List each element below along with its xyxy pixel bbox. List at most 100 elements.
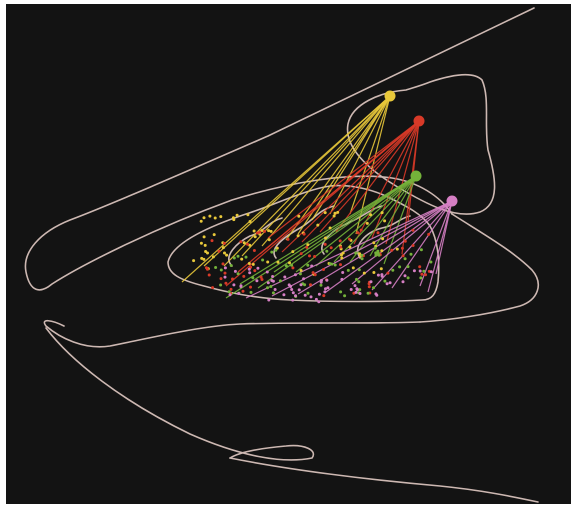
pink-labeled-cell-dot <box>319 280 323 284</box>
green-labeled-cell-dot <box>328 262 332 266</box>
green-labeled-cell-dot <box>358 288 362 292</box>
green-labeled-cell-dot <box>319 283 323 287</box>
green-labeled-cell-dot <box>354 251 358 255</box>
yellow-labeled-cell-dot <box>297 214 301 218</box>
yellow-labeled-cell-dot <box>332 214 336 218</box>
green-labeled-cell-dot <box>219 268 223 272</box>
red-projection-line <box>335 120 420 233</box>
pink-labeled-cell-dot <box>369 280 373 284</box>
pink-injection-site <box>446 195 458 207</box>
yellow-labeled-cell-dot <box>372 271 376 274</box>
green-projection-line <box>349 175 417 263</box>
pink-labeled-cell-dot <box>429 270 433 274</box>
yellow-labeled-cell-dot <box>267 229 271 233</box>
red-injection-site <box>413 115 425 127</box>
yellow-projection-line <box>223 95 391 267</box>
yellow-labeled-cell-dot <box>252 229 256 233</box>
yellow-labeled-cell-dot <box>225 253 229 257</box>
red-projection-line <box>301 120 420 243</box>
red-labeled-cell-dot <box>420 272 424 276</box>
red-labeled-cell-dot <box>424 273 427 277</box>
green-labeled-cell-dot <box>274 248 278 252</box>
pink-labeled-cell-dot <box>287 283 291 287</box>
internal-fold-3 <box>321 205 383 255</box>
green-labeled-cell-dot <box>284 264 288 268</box>
yellow-labeled-cell-dot <box>340 253 343 257</box>
red-labeled-cell-dot <box>308 254 311 258</box>
yellow-injection-site <box>384 90 396 102</box>
yellow-labeled-cell-dot <box>291 250 295 254</box>
yellow-projection-line <box>203 95 391 267</box>
red-labeled-cell-dot <box>259 275 263 279</box>
red-labeled-cell-dot <box>309 283 312 287</box>
pink-projection-line <box>325 200 453 293</box>
pink-labeled-cell-dot <box>310 264 314 268</box>
green-labeled-cell-dot <box>419 276 423 280</box>
green-labeled-cell-dot <box>219 283 223 287</box>
green-labeled-cell-dot <box>325 249 329 253</box>
green-labeled-cell-dot <box>249 290 253 294</box>
red-labeled-cell-dot <box>217 249 221 253</box>
green-projection-line <box>383 175 417 265</box>
red-projection-line <box>267 120 420 239</box>
green-labeled-cell-dot <box>391 268 395 272</box>
red-labeled-cell-dot <box>210 239 214 243</box>
green-injection-site <box>410 170 422 182</box>
central-region <box>167 184 440 303</box>
green-labeled-cell-dot <box>251 276 255 280</box>
yellow-labeled-cell-dot <box>219 215 223 219</box>
red-labeled-cell-dot <box>339 263 342 267</box>
yellow-labeled-cell-dot <box>369 213 373 217</box>
red-labeled-cell-dot <box>339 245 343 249</box>
pink-labeled-cell-dot <box>237 292 241 295</box>
green-labeled-cell-dot <box>406 265 410 269</box>
green-labeled-cell-dot <box>374 253 378 257</box>
right-connector <box>419 213 540 323</box>
yellow-labeled-cell-dot <box>267 238 271 242</box>
pink-labeled-cell-dot <box>294 294 297 298</box>
yellow-labeled-cell-dot <box>251 262 255 266</box>
green-labeled-cell-dot <box>360 257 364 261</box>
green-labeled-cell-dot <box>357 268 361 272</box>
yellow-labeled-cell-dot <box>323 211 327 215</box>
pink-labeled-cell-dot <box>355 287 359 291</box>
pink-labeled-cell-dot <box>374 292 378 296</box>
yellow-labeled-cell-dot <box>383 219 387 223</box>
yellow-labeled-cell-dot <box>242 241 246 245</box>
red-labeled-cell-dot <box>305 245 309 249</box>
pink-projection-line <box>435 200 453 275</box>
throat-contour <box>229 457 539 503</box>
pink-labeled-cell-dot <box>317 292 321 296</box>
red-labeled-cell-dot <box>286 237 290 241</box>
yellow-labeled-cell-dot <box>380 211 384 215</box>
red-labeled-cell-dot <box>390 248 394 252</box>
pink-labeled-cell-dot <box>412 269 416 273</box>
yellow-labeled-cell-dot <box>235 213 239 217</box>
pink-labeled-cell-dot <box>270 279 274 282</box>
yellow-labeled-cell-dot <box>395 247 399 251</box>
pink-labeled-cell-dot <box>283 275 287 279</box>
pink-labeled-cell-dot <box>303 293 307 297</box>
pink-projection-line <box>351 200 453 285</box>
pink-labeled-cell-dot <box>223 266 227 270</box>
green-labeled-cell-dot <box>357 280 361 284</box>
lower-lobe <box>43 319 421 348</box>
red-labeled-cell-dot <box>427 232 431 236</box>
yellow-labeled-cell-dot <box>299 269 303 272</box>
green-labeled-cell-dot <box>374 251 378 255</box>
yellow-labeled-cell-dot <box>336 210 340 214</box>
yellow-labeled-cell-dot <box>358 252 362 256</box>
green-labeled-cell-dot <box>360 253 364 257</box>
red-labeled-cell-dot <box>229 287 233 291</box>
green-labeled-cell-dot <box>227 290 231 294</box>
red-labeled-cell-dot <box>223 271 227 275</box>
red-labeled-cell-dot <box>252 249 256 252</box>
pink-labeled-cell-dot <box>401 280 405 284</box>
pink-labeled-cell-dot <box>290 288 294 291</box>
green-labeled-cell-dot <box>244 255 248 259</box>
jaw-contour <box>45 327 315 461</box>
pink-labeled-cell-dot <box>271 275 275 278</box>
pink-labeled-cell-dot <box>223 275 227 279</box>
green-labeled-cell-dot <box>303 283 307 287</box>
green-labeled-cell-dot <box>383 279 387 283</box>
